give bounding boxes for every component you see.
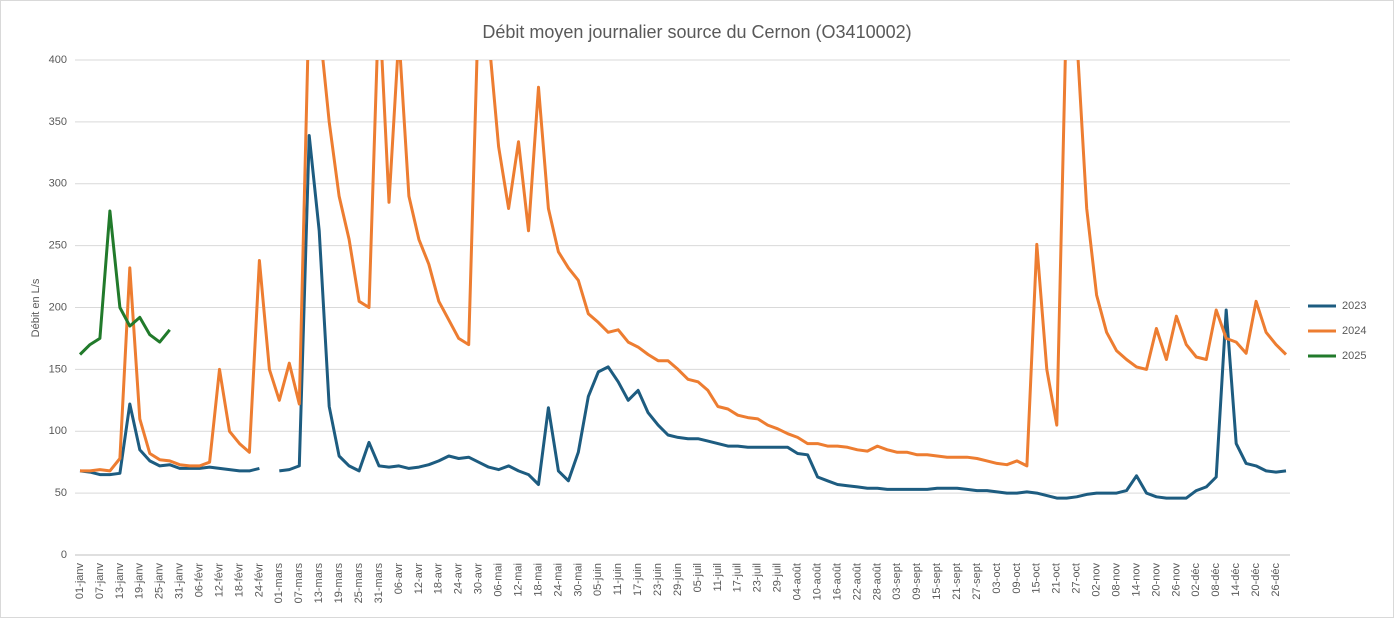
x-tick-label: 24-févr (253, 563, 265, 598)
x-tick-label: 09-oct (1011, 563, 1023, 594)
x-tick-label: 21-oct (1051, 563, 1063, 594)
x-tick-label: 06-mai (493, 563, 505, 597)
series-line (78, 209, 171, 356)
x-tick-label: 17-juil (732, 563, 744, 592)
x-tick-label: 02-déc (1190, 563, 1202, 597)
x-tick-label: 12-févr (213, 563, 225, 598)
x-tick-label: 22-août (851, 563, 863, 600)
x-tick-label: 10-août (811, 563, 823, 600)
x-tick-label: 08-déc (1210, 563, 1222, 597)
x-tick-label: 19-mars (333, 563, 345, 604)
x-tick-label: 26-déc (1270, 563, 1282, 597)
x-tick-label: 07-mars (293, 563, 305, 604)
legend-label: 2025 (1342, 350, 1366, 362)
x-tick-label: 14-déc (1230, 563, 1242, 597)
x-tick-label: 11-juin (612, 563, 624, 595)
x-tick-label: 30-mai (572, 563, 584, 597)
x-tick-label: 14-nov (1130, 563, 1142, 597)
x-tick-label: 02-nov (1091, 563, 1103, 597)
x-tick-label: 20-nov (1150, 563, 1162, 597)
x-tick-label: 01-mars (273, 563, 285, 604)
x-tick-label: 04-août (792, 563, 804, 600)
y-tick-label: 0 (61, 549, 67, 561)
y-tick-label: 350 (49, 116, 67, 128)
x-tick-label: 18-févr (233, 563, 245, 598)
x-tick-label: 30-avr (473, 563, 485, 595)
x-tick-label: 31-mars (373, 563, 385, 604)
y-tick-label: 250 (49, 240, 67, 252)
x-tick-label: 17-juin (632, 563, 644, 596)
x-tick-label: 12-mai (512, 563, 524, 597)
series-line (79, 134, 1287, 500)
x-tick-label: 29-juil (772, 563, 784, 592)
y-tick-label: 150 (49, 363, 67, 375)
x-tick-label: 23-juil (752, 563, 764, 592)
x-tick-label: 18-avr (433, 563, 445, 595)
x-tick-label: 27-sept (971, 563, 983, 600)
y-axis-label: Débit en L/s (30, 278, 42, 337)
y-tick-label: 400 (49, 54, 67, 66)
x-tick-label: 26-nov (1170, 563, 1182, 597)
x-tick-label: 28-août (871, 563, 883, 600)
x-tick-label: 31-janv (174, 563, 186, 600)
x-tick-label: 29-juin (672, 563, 684, 596)
x-tick-label: 07-janv (94, 563, 106, 600)
x-tick-label: 21-sept (951, 563, 963, 600)
x-tick-label: 03-sept (891, 563, 903, 600)
x-tick-label: 15-sept (931, 563, 943, 600)
x-tick-label: 08-nov (1110, 563, 1122, 597)
x-tick-label: 25-janv (154, 563, 166, 600)
x-tick-label: 16-août (831, 563, 843, 600)
y-tick-label: 200 (49, 301, 67, 313)
x-tick-label: 05-juin (592, 563, 604, 596)
chart-title: Débit moyen journalier source du Cernon … (482, 22, 911, 42)
y-tick-label: 50 (55, 487, 67, 499)
series-line (80, 60, 1288, 473)
x-tick-label: 03-oct (991, 563, 1003, 594)
x-tick-label: 13-mars (313, 563, 325, 604)
plot-area (78, 60, 1288, 500)
x-tick-label: 12-avr (413, 563, 425, 595)
x-tick-label: 23-juin (652, 563, 664, 596)
legend-label: 2023 (1342, 300, 1366, 312)
x-tick-label: 01-janv (74, 563, 86, 600)
y-tick-label: 300 (49, 178, 67, 190)
x-tick-label: 24-mai (552, 563, 564, 597)
x-tick-label: 18-mai (532, 563, 544, 597)
x-tick-label: 11-juil (712, 563, 724, 592)
x-tick-label: 06-avr (393, 563, 405, 595)
x-tick-label: 06-févr (194, 563, 206, 598)
x-tick-label: 15-oct (1031, 563, 1043, 594)
x-tick-label: 05-juil (692, 563, 704, 592)
x-tick-label: 20-déc (1250, 563, 1262, 597)
x-tick-label: 25-mars (353, 563, 365, 604)
x-tick-label: 19-janv (134, 563, 146, 600)
legend-label: 2024 (1342, 325, 1366, 337)
x-tick-label: 09-sept (911, 563, 923, 600)
x-tick-label: 13-janv (114, 563, 126, 600)
y-tick-label: 100 (49, 425, 67, 437)
x-tick-label: 24-avr (453, 563, 465, 595)
x-tick-label: 27-oct (1071, 563, 1083, 594)
